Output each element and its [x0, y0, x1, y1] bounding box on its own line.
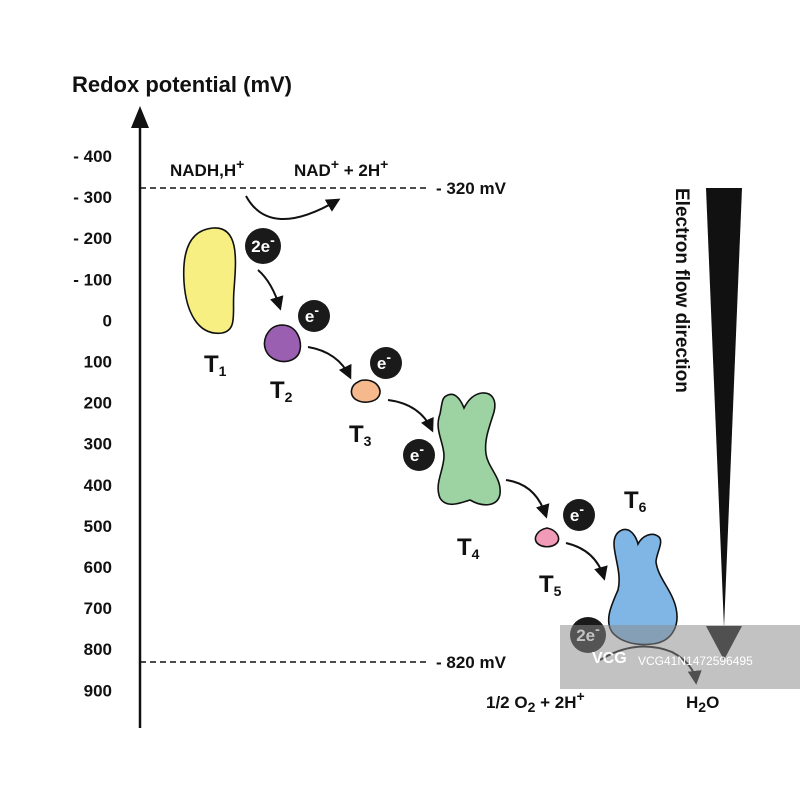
y-axis-tick-label: 400 [84, 476, 112, 495]
watermark: VCG VCG41N1472596495 [560, 625, 800, 689]
electron-bubble: e- [298, 300, 330, 332]
bottom-level-label: - 820 mV [436, 653, 507, 672]
electron-flow-label: Electron flow direction [671, 188, 692, 393]
electron-flow-wedge [706, 188, 742, 628]
arrow-t4-t5 [505, 479, 550, 519]
y-axis-tick-label: 100 [84, 353, 112, 372]
water-label: H2O [686, 693, 719, 715]
y-axis-tick-label: 600 [84, 558, 112, 577]
nadh-arrow [245, 195, 341, 221]
y-axis-tick-label: 700 [84, 599, 112, 618]
complex-t1-shape [182, 227, 237, 334]
y-axis-tick-label: - 400 [73, 147, 112, 166]
watermark-id: VCG41N1472596495 [638, 654, 753, 668]
y-axis-tick-label: - 100 [73, 270, 112, 289]
nadh-label: NADH,H+ [170, 156, 244, 180]
complex-t5-shape [534, 527, 560, 548]
y-axis-tick-label: 300 [84, 435, 112, 454]
arrow-t1-t2 [257, 269, 284, 311]
electron-bubble: 2e- [245, 228, 281, 264]
electron-bubble: e- [563, 499, 595, 531]
complex-t1-label: T1 [204, 351, 227, 379]
complex-t5-label: T5 [539, 571, 562, 599]
svg-text:e-: e- [570, 501, 584, 525]
axis-title: Redox potential (mV) [72, 72, 292, 97]
y-axis-tick-label: 200 [84, 394, 112, 413]
complex-t4-shape [437, 392, 501, 506]
electron-bubble: e- [403, 439, 435, 471]
svg-text:2e-: 2e- [251, 232, 275, 256]
oxygen-label: 1/2 O2 + 2H+ [486, 688, 585, 715]
y-axis-arrow-icon [131, 106, 149, 128]
svg-text:e-: e- [305, 302, 319, 326]
y-axis-tick-label: - 300 [73, 188, 112, 207]
complex-t2-shape [263, 324, 302, 363]
complex-t2-label: T2 [270, 377, 293, 405]
electron-bubble: e- [370, 347, 402, 379]
y-axis-tick-label: 800 [84, 640, 112, 659]
complex-t4-label: T4 [457, 534, 480, 562]
watermark-brand: VCG [592, 650, 627, 667]
svg-text:e-: e- [377, 349, 391, 373]
nad-label: NAD+ + 2H+ [294, 156, 388, 180]
y-axis-tick-label: 0 [103, 311, 112, 330]
complex-t3-shape [350, 379, 381, 403]
top-level-label: - 320 mV [436, 179, 507, 198]
complex-t6-label: T6 [624, 487, 647, 515]
complex-t3-label: T3 [349, 421, 372, 449]
y-axis-ticks: - 400 - 300 - 200 - 100 0 100 200 300 400 500 600 7… [73, 147, 112, 700]
svg-text:e-: e- [410, 441, 424, 465]
arrow-t5-t6 [565, 542, 608, 581]
y-axis-tick-label: 500 [84, 517, 112, 536]
arrow-t2-t3 [307, 346, 352, 380]
arrow-t3-t4 [387, 399, 434, 433]
y-axis-tick-label: - 200 [73, 229, 112, 248]
y-axis-tick-label: 900 [84, 681, 112, 700]
